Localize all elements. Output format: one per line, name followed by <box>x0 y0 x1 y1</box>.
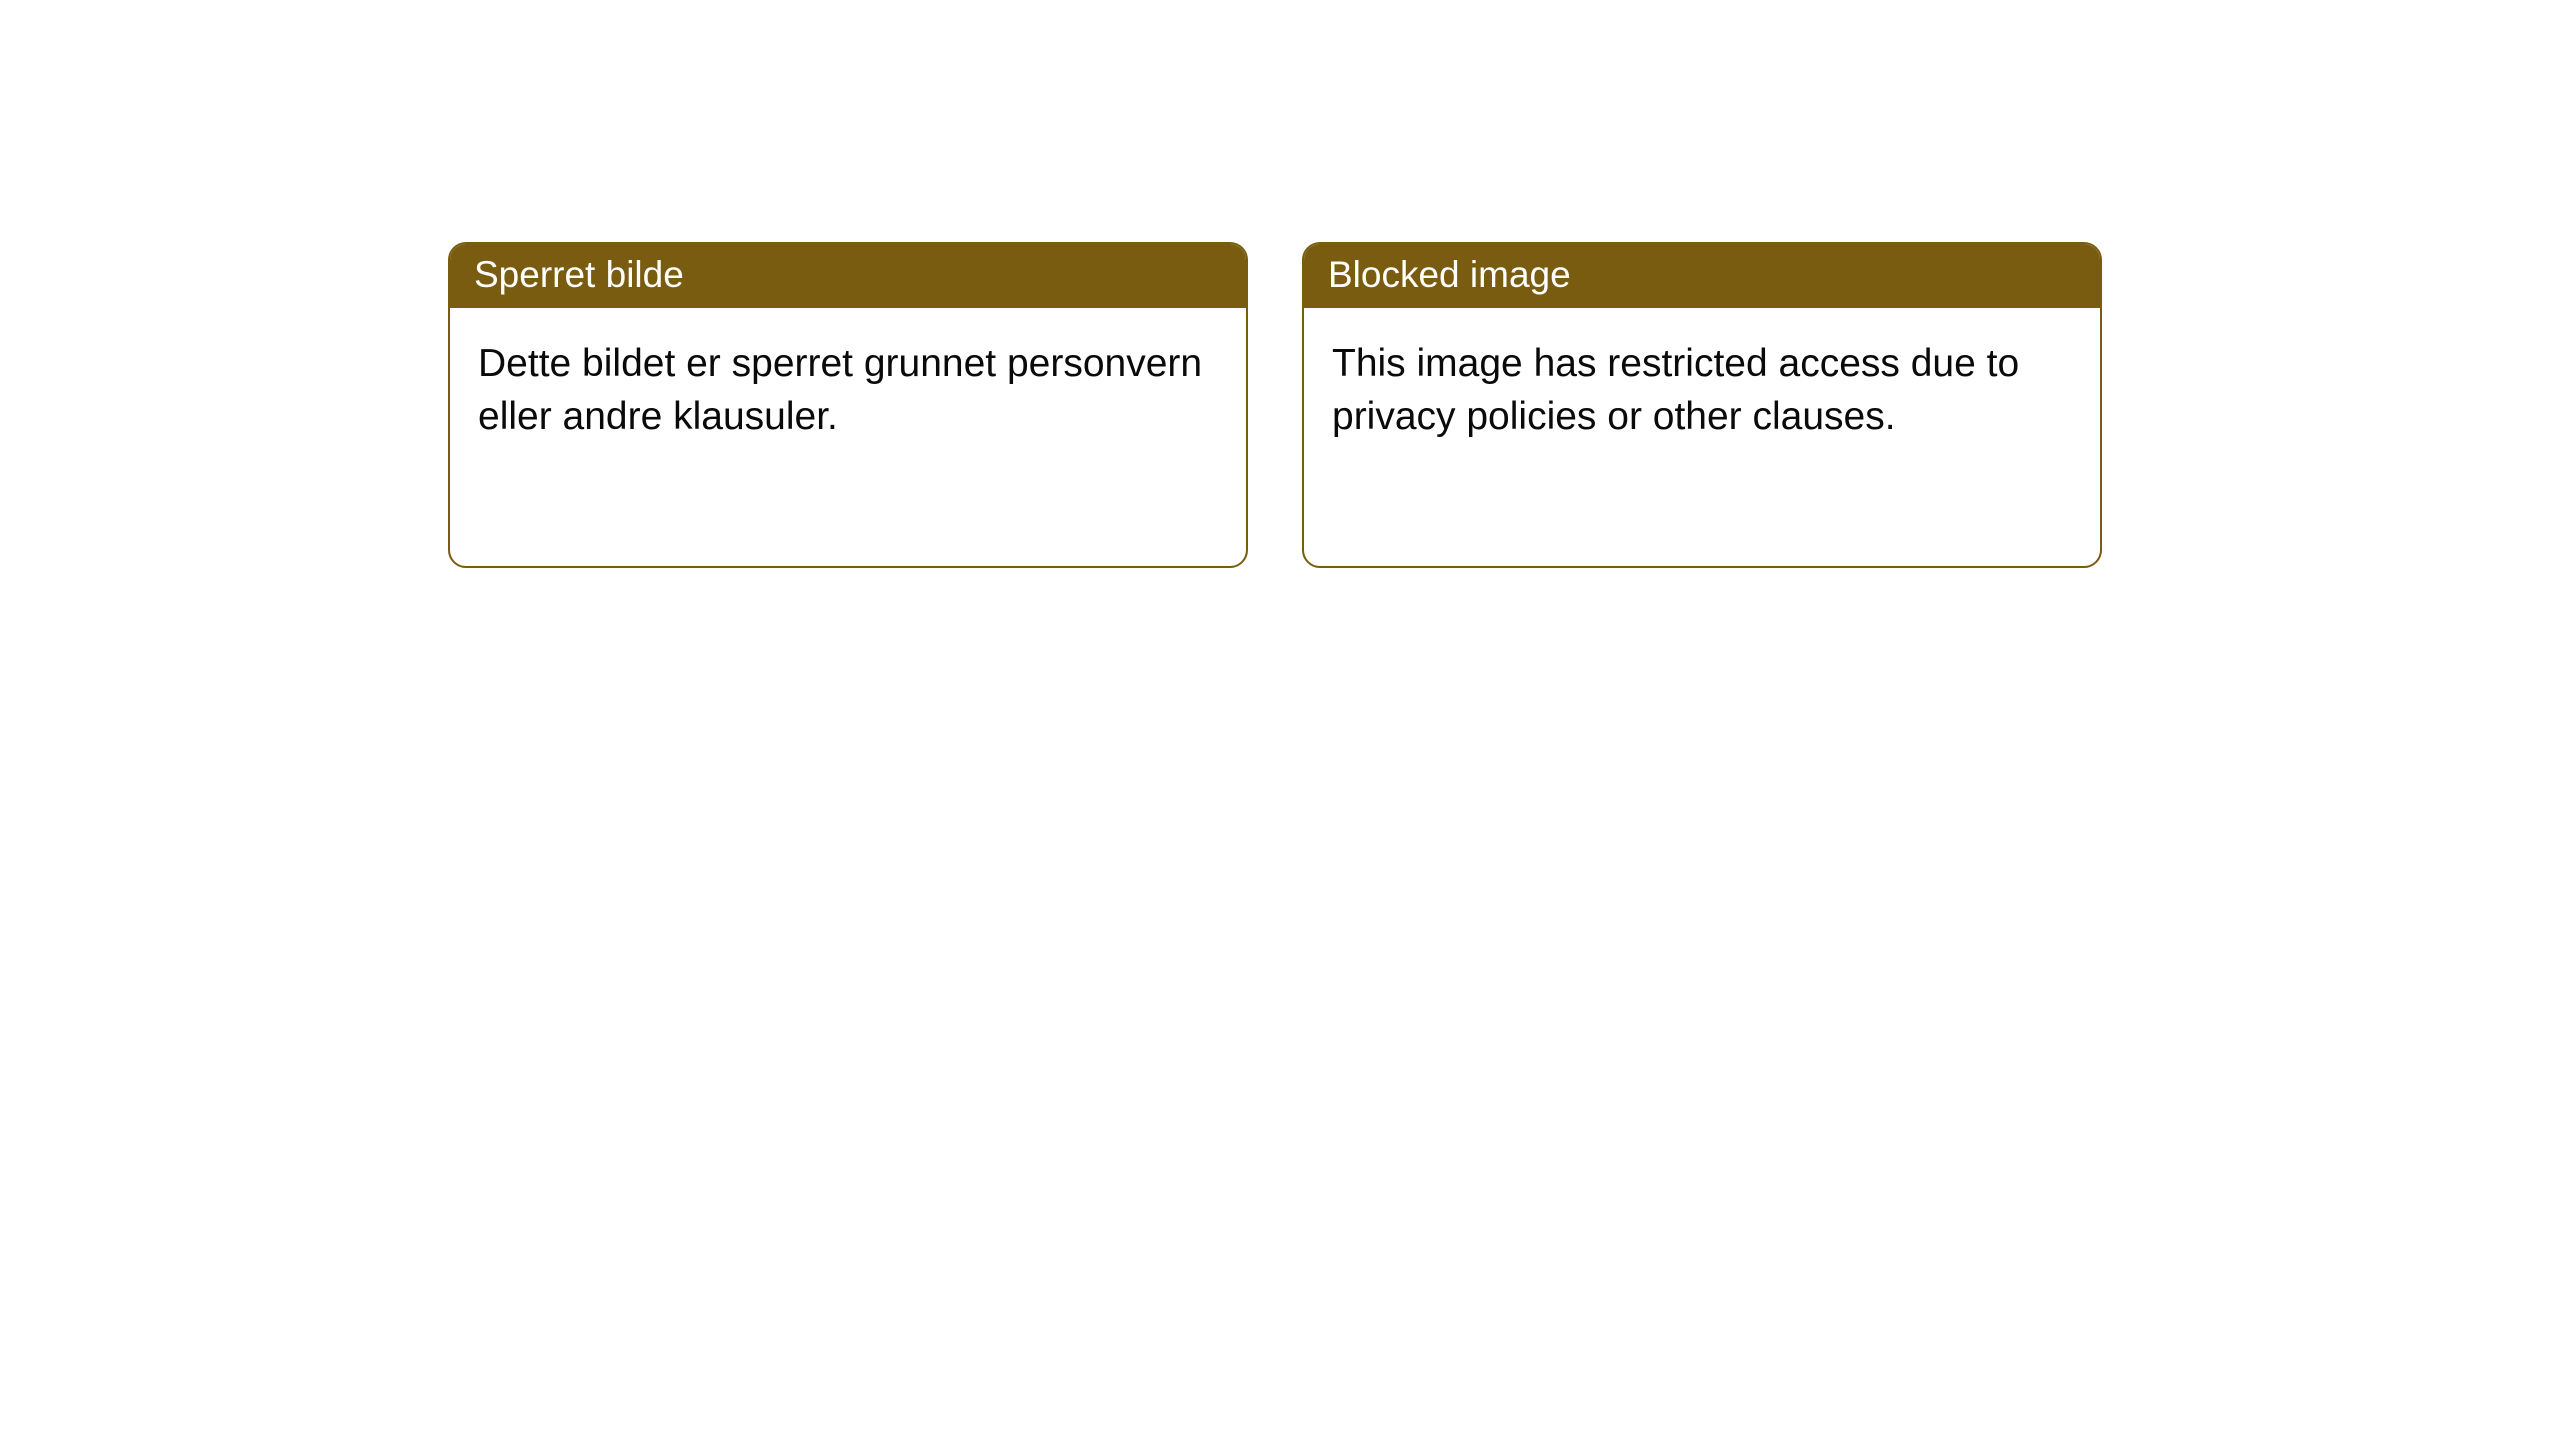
card-header: Blocked image <box>1304 244 2100 308</box>
notice-cards-container: Sperret bilde Dette bildet er sperret gr… <box>0 0 2560 568</box>
card-body: This image has restricted access due to … <box>1304 308 2100 566</box>
card-header: Sperret bilde <box>450 244 1246 308</box>
card-title: Blocked image <box>1328 254 1571 295</box>
card-body-text: Dette bildet er sperret grunnet personve… <box>478 342 1202 438</box>
card-body-text: This image has restricted access due to … <box>1332 342 2019 438</box>
card-body: Dette bildet er sperret grunnet personve… <box>450 308 1246 566</box>
card-title: Sperret bilde <box>474 254 684 295</box>
notice-card-english: Blocked image This image has restricted … <box>1302 242 2102 568</box>
notice-card-norwegian: Sperret bilde Dette bildet er sperret gr… <box>448 242 1248 568</box>
